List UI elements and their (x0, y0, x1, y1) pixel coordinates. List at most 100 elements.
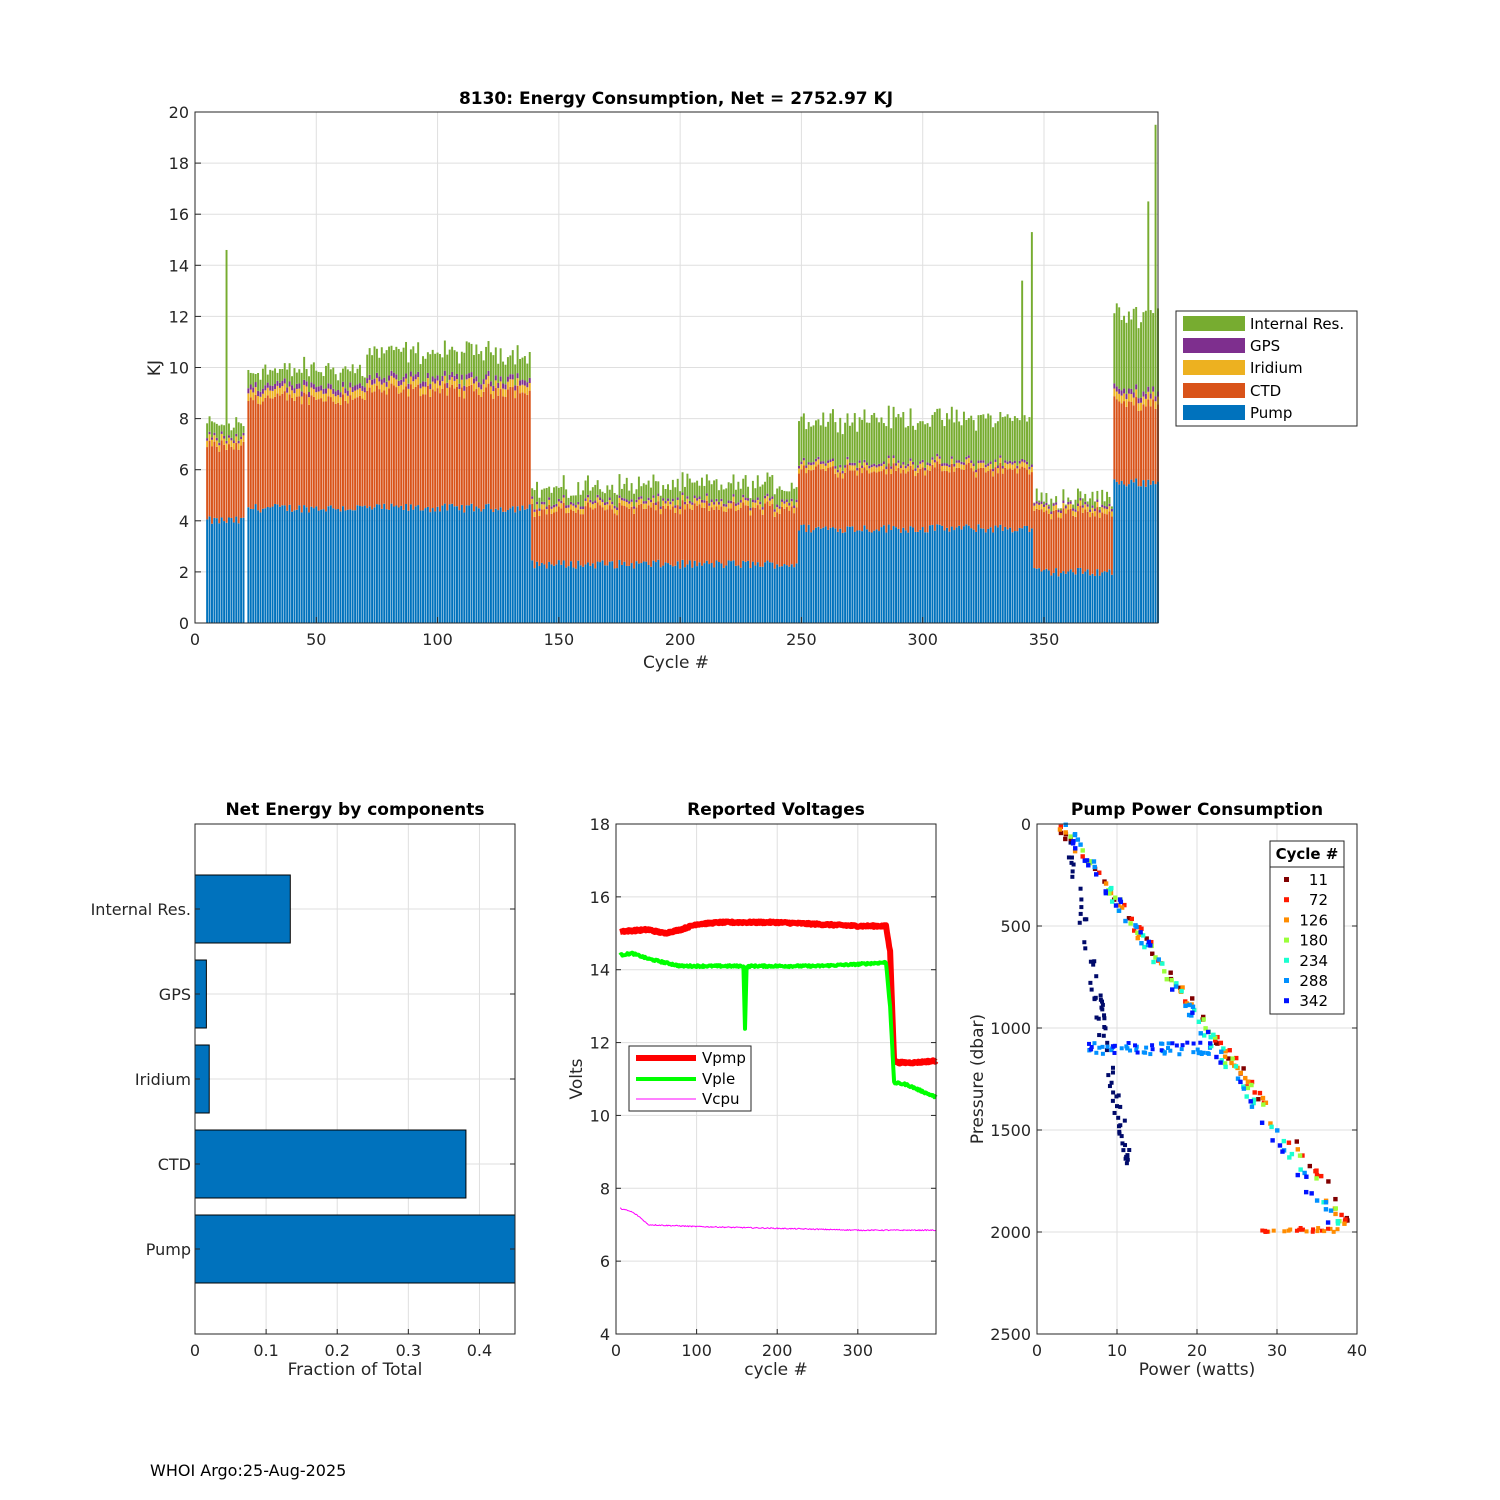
bar-segment-internal (562, 475, 565, 496)
bar-segment-iridium (982, 462, 985, 468)
bar-segment-ctd (819, 469, 822, 529)
energy-bar (533, 490, 536, 623)
bar-segment-pump (975, 531, 978, 623)
bar-segment-iridium (713, 504, 716, 510)
bar-segment-ctd (620, 505, 623, 565)
bar-segment-ctd (810, 470, 813, 533)
bar-segment-pump (943, 530, 946, 623)
bar-segment-iridium (1125, 399, 1128, 407)
bar-segment-ctd (526, 394, 529, 509)
bar-segment-pump (502, 511, 505, 623)
bar-segment-pump (681, 559, 684, 623)
y-tick-label: 14 (169, 256, 189, 275)
bar-segment-gps (929, 463, 931, 466)
bar-segment-iridium (528, 382, 531, 391)
bar-segment-gps (761, 507, 764, 510)
energy-bar (594, 484, 597, 623)
bar-segment-pump (562, 560, 565, 623)
energy-bar (1069, 500, 1072, 623)
energy-bar (1006, 414, 1009, 623)
bar-segment-gps (1091, 505, 1094, 508)
bar-segment-iridium (286, 392, 289, 401)
bar-segment-iridium (589, 502, 592, 508)
bar-segment-ctd (606, 509, 609, 566)
scatter-point (1096, 1016, 1101, 1021)
bar-segment-gps (232, 440, 235, 444)
bar-segment-pump (247, 507, 250, 623)
bar-segment-pump (460, 504, 463, 623)
bar-segment-ctd (907, 471, 910, 533)
energy-bar (720, 484, 723, 623)
bar-segment-pump (688, 560, 691, 623)
bar-segment-gps (322, 388, 325, 394)
bar-segment-gps (235, 433, 238, 437)
bar-segment-pump (856, 530, 859, 623)
bar-segment-pump (1006, 529, 1009, 623)
scatter-point (1333, 1206, 1338, 1211)
energy-bar (577, 482, 580, 623)
bar-segment-pump (664, 562, 667, 623)
bar-segment-iridium (385, 386, 388, 395)
bar-segment-ctd (897, 467, 900, 529)
bar-segment-pump (327, 506, 330, 623)
bar-segment-pump (1140, 486, 1142, 623)
bar-segment-internal (1091, 491, 1094, 506)
legend-swatch-ctd (1183, 383, 1245, 398)
energy-bar (349, 371, 352, 623)
energy-bar (356, 368, 359, 623)
bar-segment-internal (485, 346, 488, 375)
bar-segment-ctd (531, 503, 534, 561)
bar-segment-gps (371, 379, 374, 385)
bar-segment-gps (771, 496, 774, 499)
y-tick-label: 12 (169, 307, 189, 326)
bar-segment-ctd (761, 514, 764, 567)
bar-segment-ctd (781, 506, 783, 567)
bar-segment-pump (822, 527, 825, 623)
bar-segment-iridium (919, 463, 922, 469)
energy-bar (657, 481, 660, 623)
bar-segment-gps (737, 502, 740, 505)
y-tick-label: 8 (179, 410, 189, 429)
bar-segment-ctd (390, 383, 393, 504)
bar-segment-pump (778, 566, 781, 623)
scatter-point (1186, 1012, 1192, 1018)
bar-segment-pump (785, 565, 788, 623)
bar-segment-internal (1123, 315, 1126, 389)
scatter-point (1208, 1041, 1213, 1046)
bar-segment-pump (567, 566, 570, 623)
bar-segment-internal (795, 487, 798, 500)
bar-segment-internal (688, 478, 691, 501)
energy-bar (494, 347, 497, 623)
bar-segment-gps (912, 461, 914, 465)
bar-segment-internal (929, 426, 931, 464)
bar-segment-iridium (625, 502, 628, 508)
scatter-point (1150, 1043, 1155, 1048)
bar-segment-pump (586, 562, 589, 623)
bar-segment-iridium (904, 468, 907, 474)
bar-segment-pump (1026, 525, 1028, 623)
energy-bar (667, 484, 669, 623)
bar-segment-iridium (1009, 463, 1012, 469)
bar-segment-pump (1018, 527, 1021, 623)
legend: Vpmp Vple Vcpu (628, 1045, 752, 1112)
bar-segment-internal (921, 421, 924, 460)
bar-segment-ctd (456, 386, 458, 507)
bar-segment-iridium (574, 507, 577, 513)
energy-bar (1021, 280, 1024, 623)
bar-segment-gps (756, 497, 759, 500)
bar-segment-gps (1137, 398, 1140, 404)
bar-segment-internal (298, 369, 301, 384)
bar-segment-gps (785, 499, 788, 502)
bar-segment-iridium (647, 500, 650, 506)
energy-bar (737, 481, 740, 623)
bar-segment-iridium (378, 381, 381, 390)
bar-segment-iridium (344, 393, 347, 401)
bar-segment-iridium (548, 499, 551, 505)
bar-segment-gps (543, 501, 546, 505)
energy-bar (1137, 328, 1140, 623)
bar-segment-iridium (785, 501, 788, 508)
bar-segment-pump (441, 505, 444, 623)
scatter-point (1092, 997, 1097, 1002)
scatter-point (1310, 1229, 1315, 1234)
bar-segment-gps (519, 380, 522, 386)
